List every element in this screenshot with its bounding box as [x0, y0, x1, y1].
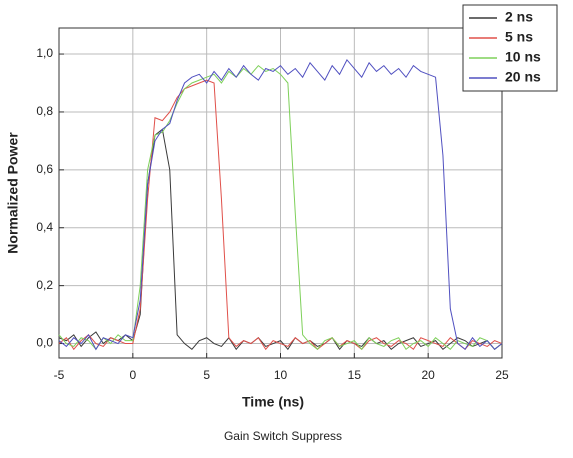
y-tick-label: 0,0: [36, 336, 53, 350]
data-line: [58, 79, 503, 351]
x-tick-label: 0: [129, 368, 136, 382]
x-tick-label: 15: [348, 368, 362, 382]
x-tick-label: 5: [203, 368, 210, 382]
legend-label: 2 ns: [505, 9, 533, 25]
data-line: [58, 58, 503, 351]
plot-frame: [58, 27, 503, 359]
x-tick-label: 25: [495, 368, 509, 382]
legend-label: 5 ns: [505, 29, 533, 45]
x-axis-label: Time (ns): [242, 394, 304, 410]
data-line: [58, 64, 503, 351]
y-axis-label: Normalized Power: [5, 132, 21, 254]
caption: Gain Switch Suppress: [224, 429, 342, 443]
x-tick-label: 10: [274, 368, 288, 382]
y-tick-label: 0,8: [36, 104, 53, 118]
y-tick-label: 0,4: [36, 220, 53, 234]
x-tick-label: 20: [421, 368, 435, 382]
legend-label: 10 ns: [505, 49, 541, 65]
y-tick-label: 1,0: [36, 46, 53, 60]
legend-label: 20 ns: [505, 69, 541, 85]
y-tick-label: 0,6: [36, 162, 53, 176]
y-tick-label: 0,2: [36, 278, 53, 292]
legend-box: [462, 4, 558, 92]
x-tick-label: -5: [54, 368, 65, 382]
